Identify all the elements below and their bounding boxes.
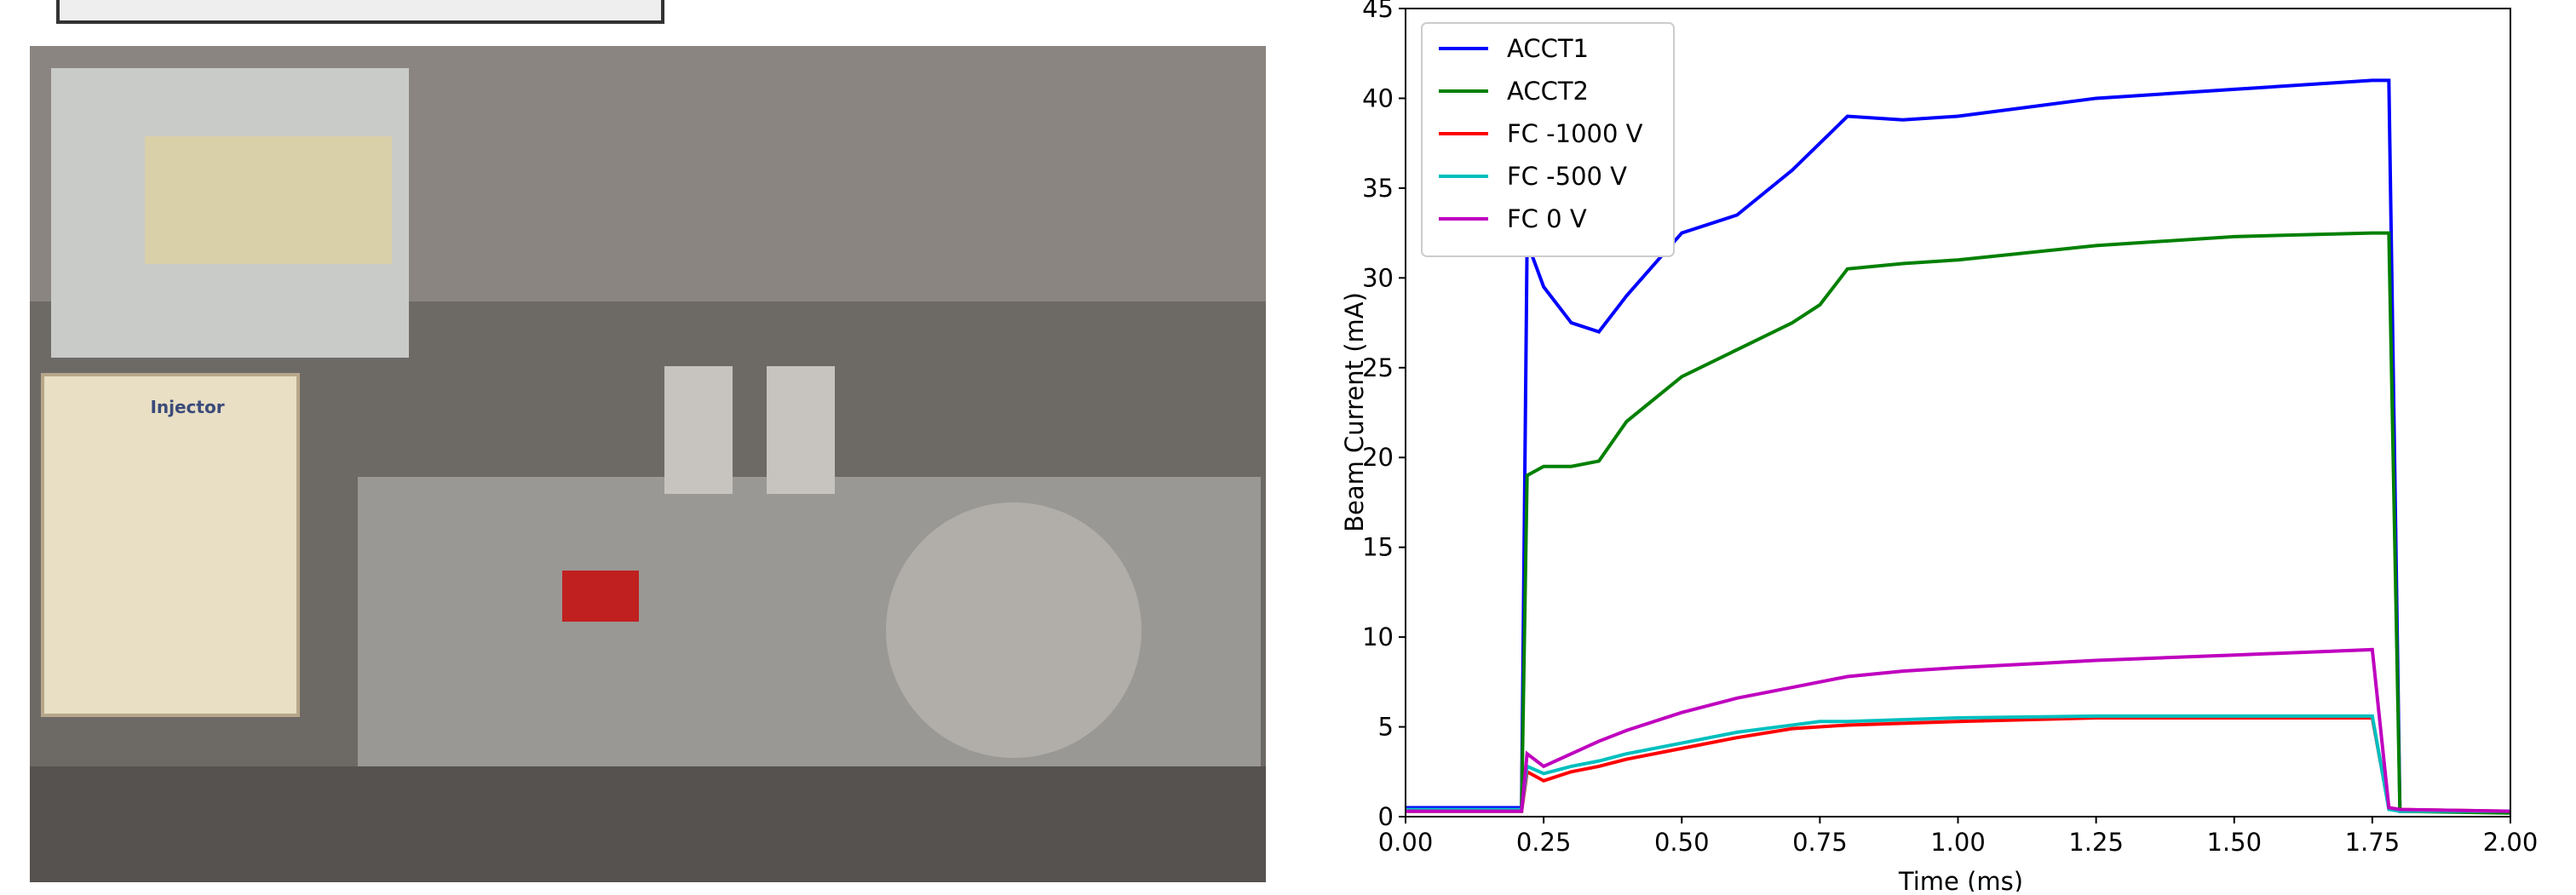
legend-label: FC -500 V bbox=[1507, 162, 1627, 191]
photo-red-part bbox=[562, 571, 639, 622]
x-tick-label: 0.75 bbox=[1792, 828, 1848, 857]
legend-box bbox=[1421, 22, 1675, 257]
photo-floor bbox=[30, 766, 1266, 882]
caption-box bbox=[56, 0, 664, 24]
x-tick-label: 0.50 bbox=[1654, 828, 1710, 857]
photo-pump bbox=[664, 366, 733, 494]
x-tick-label: 0.25 bbox=[1516, 828, 1572, 857]
y-tick-label: 30 bbox=[1362, 263, 1394, 292]
series-line bbox=[1406, 647, 2511, 813]
y-tick-label: 5 bbox=[1378, 713, 1394, 742]
legend-label: FC 0 V bbox=[1507, 204, 1587, 233]
series-line bbox=[1406, 231, 2511, 815]
legend-label: FC -1000 V bbox=[1507, 119, 1643, 148]
x-tick-label: 1.00 bbox=[1930, 828, 1986, 857]
y-tick-label: 20 bbox=[1362, 443, 1394, 472]
y-axis-label: Beam Current (mA) bbox=[1340, 292, 1369, 532]
y-tick-label: 35 bbox=[1362, 174, 1394, 203]
x-tick-label: 2.00 bbox=[2483, 828, 2539, 857]
x-tick-label: 1.75 bbox=[2345, 828, 2401, 857]
x-tick-label: 1.50 bbox=[2206, 828, 2262, 857]
y-tick-label: 10 bbox=[1362, 622, 1394, 651]
series-line bbox=[1406, 716, 2511, 813]
plot-frame bbox=[1405, 8, 2511, 818]
y-tick-label: 25 bbox=[1362, 353, 1394, 382]
x-tick-label: 1.25 bbox=[2068, 828, 2124, 857]
photo-poster bbox=[41, 373, 300, 717]
y-tick-label: 0 bbox=[1378, 802, 1394, 831]
series-line bbox=[1406, 714, 2510, 813]
y-tick-label: 40 bbox=[1362, 83, 1394, 112]
legend-label: ACCT1 bbox=[1507, 34, 1589, 63]
poster-title: Injector bbox=[150, 397, 224, 417]
photo-chamber bbox=[886, 502, 1141, 758]
x-axis-label: Time (ms) bbox=[1898, 867, 2023, 892]
legend-label: ACCT2 bbox=[1507, 77, 1589, 106]
y-tick-label: 45 bbox=[1362, 0, 1394, 23]
y-tick-label: 15 bbox=[1362, 533, 1394, 562]
photo: Injector bbox=[30, 46, 1266, 882]
photo-pump bbox=[767, 366, 835, 494]
series-line bbox=[1406, 78, 2510, 813]
x-tick-label: 0.00 bbox=[1378, 828, 1434, 857]
photo-window bbox=[145, 136, 392, 264]
